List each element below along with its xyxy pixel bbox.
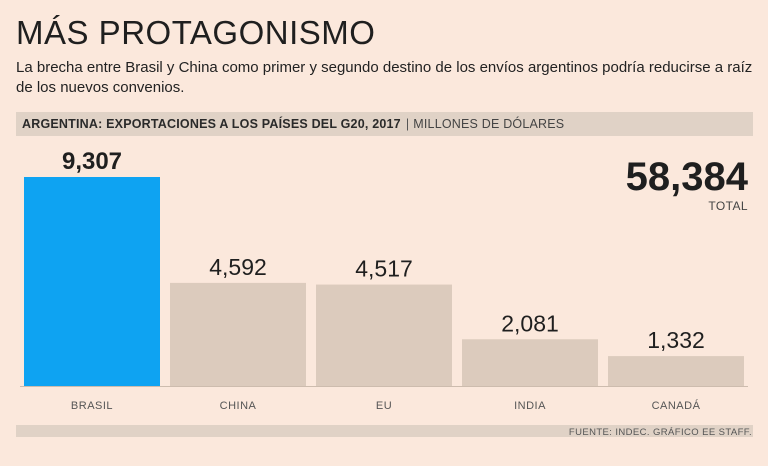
bar-canadá	[608, 356, 744, 386]
footer-band	[16, 425, 753, 437]
category-label-china: CHINA	[220, 400, 257, 412]
total-value: 58,384	[625, 155, 748, 199]
source-note: FUENTE: INDEC. GRÁFICO EE STAFF.	[568, 427, 752, 438]
value-label-brasil: 9,307	[62, 148, 122, 175]
bar-china	[170, 282, 306, 386]
chart-header-label: ARGENTINA: EXPORTACIONES A LOS PAÍSES DE…	[22, 117, 564, 131]
bar-eu	[316, 284, 452, 386]
category-label-india: INDIA	[514, 400, 546, 412]
chart-header-title: ARGENTINA: EXPORTACIONES A LOS PAÍSES DE…	[22, 117, 401, 131]
total-label: TOTAL	[708, 199, 748, 213]
value-label-eu: 4,517	[355, 256, 413, 282]
chart-title: MÁS PROTAGONISMO	[16, 14, 376, 51]
bar-chart: 9,307 BRASIL 4,592 CHINA 4,517 EU 2,081 INDIA 1,…	[20, 148, 748, 412]
value-label-canadá: 1,332	[647, 327, 705, 353]
chart-header-separator: |	[405, 117, 410, 131]
category-label-eu: EU	[376, 400, 392, 412]
value-label-india: 2,081	[501, 310, 559, 336]
chart-header-unit: MILLONES DE DÓLARES	[413, 117, 565, 131]
category-label-canadá: CANADÁ	[652, 399, 701, 412]
bar-india	[462, 339, 598, 386]
chart-subtitle: La brecha entre Brasil y China como prim…	[16, 59, 753, 96]
value-label-china: 4,592	[209, 254, 267, 280]
bar-brasil	[24, 177, 160, 386]
chart-header-band: ARGENTINA: EXPORTACIONES A LOS PAÍSES DE…	[16, 112, 753, 136]
category-label-brasil: BRASIL	[71, 400, 113, 412]
